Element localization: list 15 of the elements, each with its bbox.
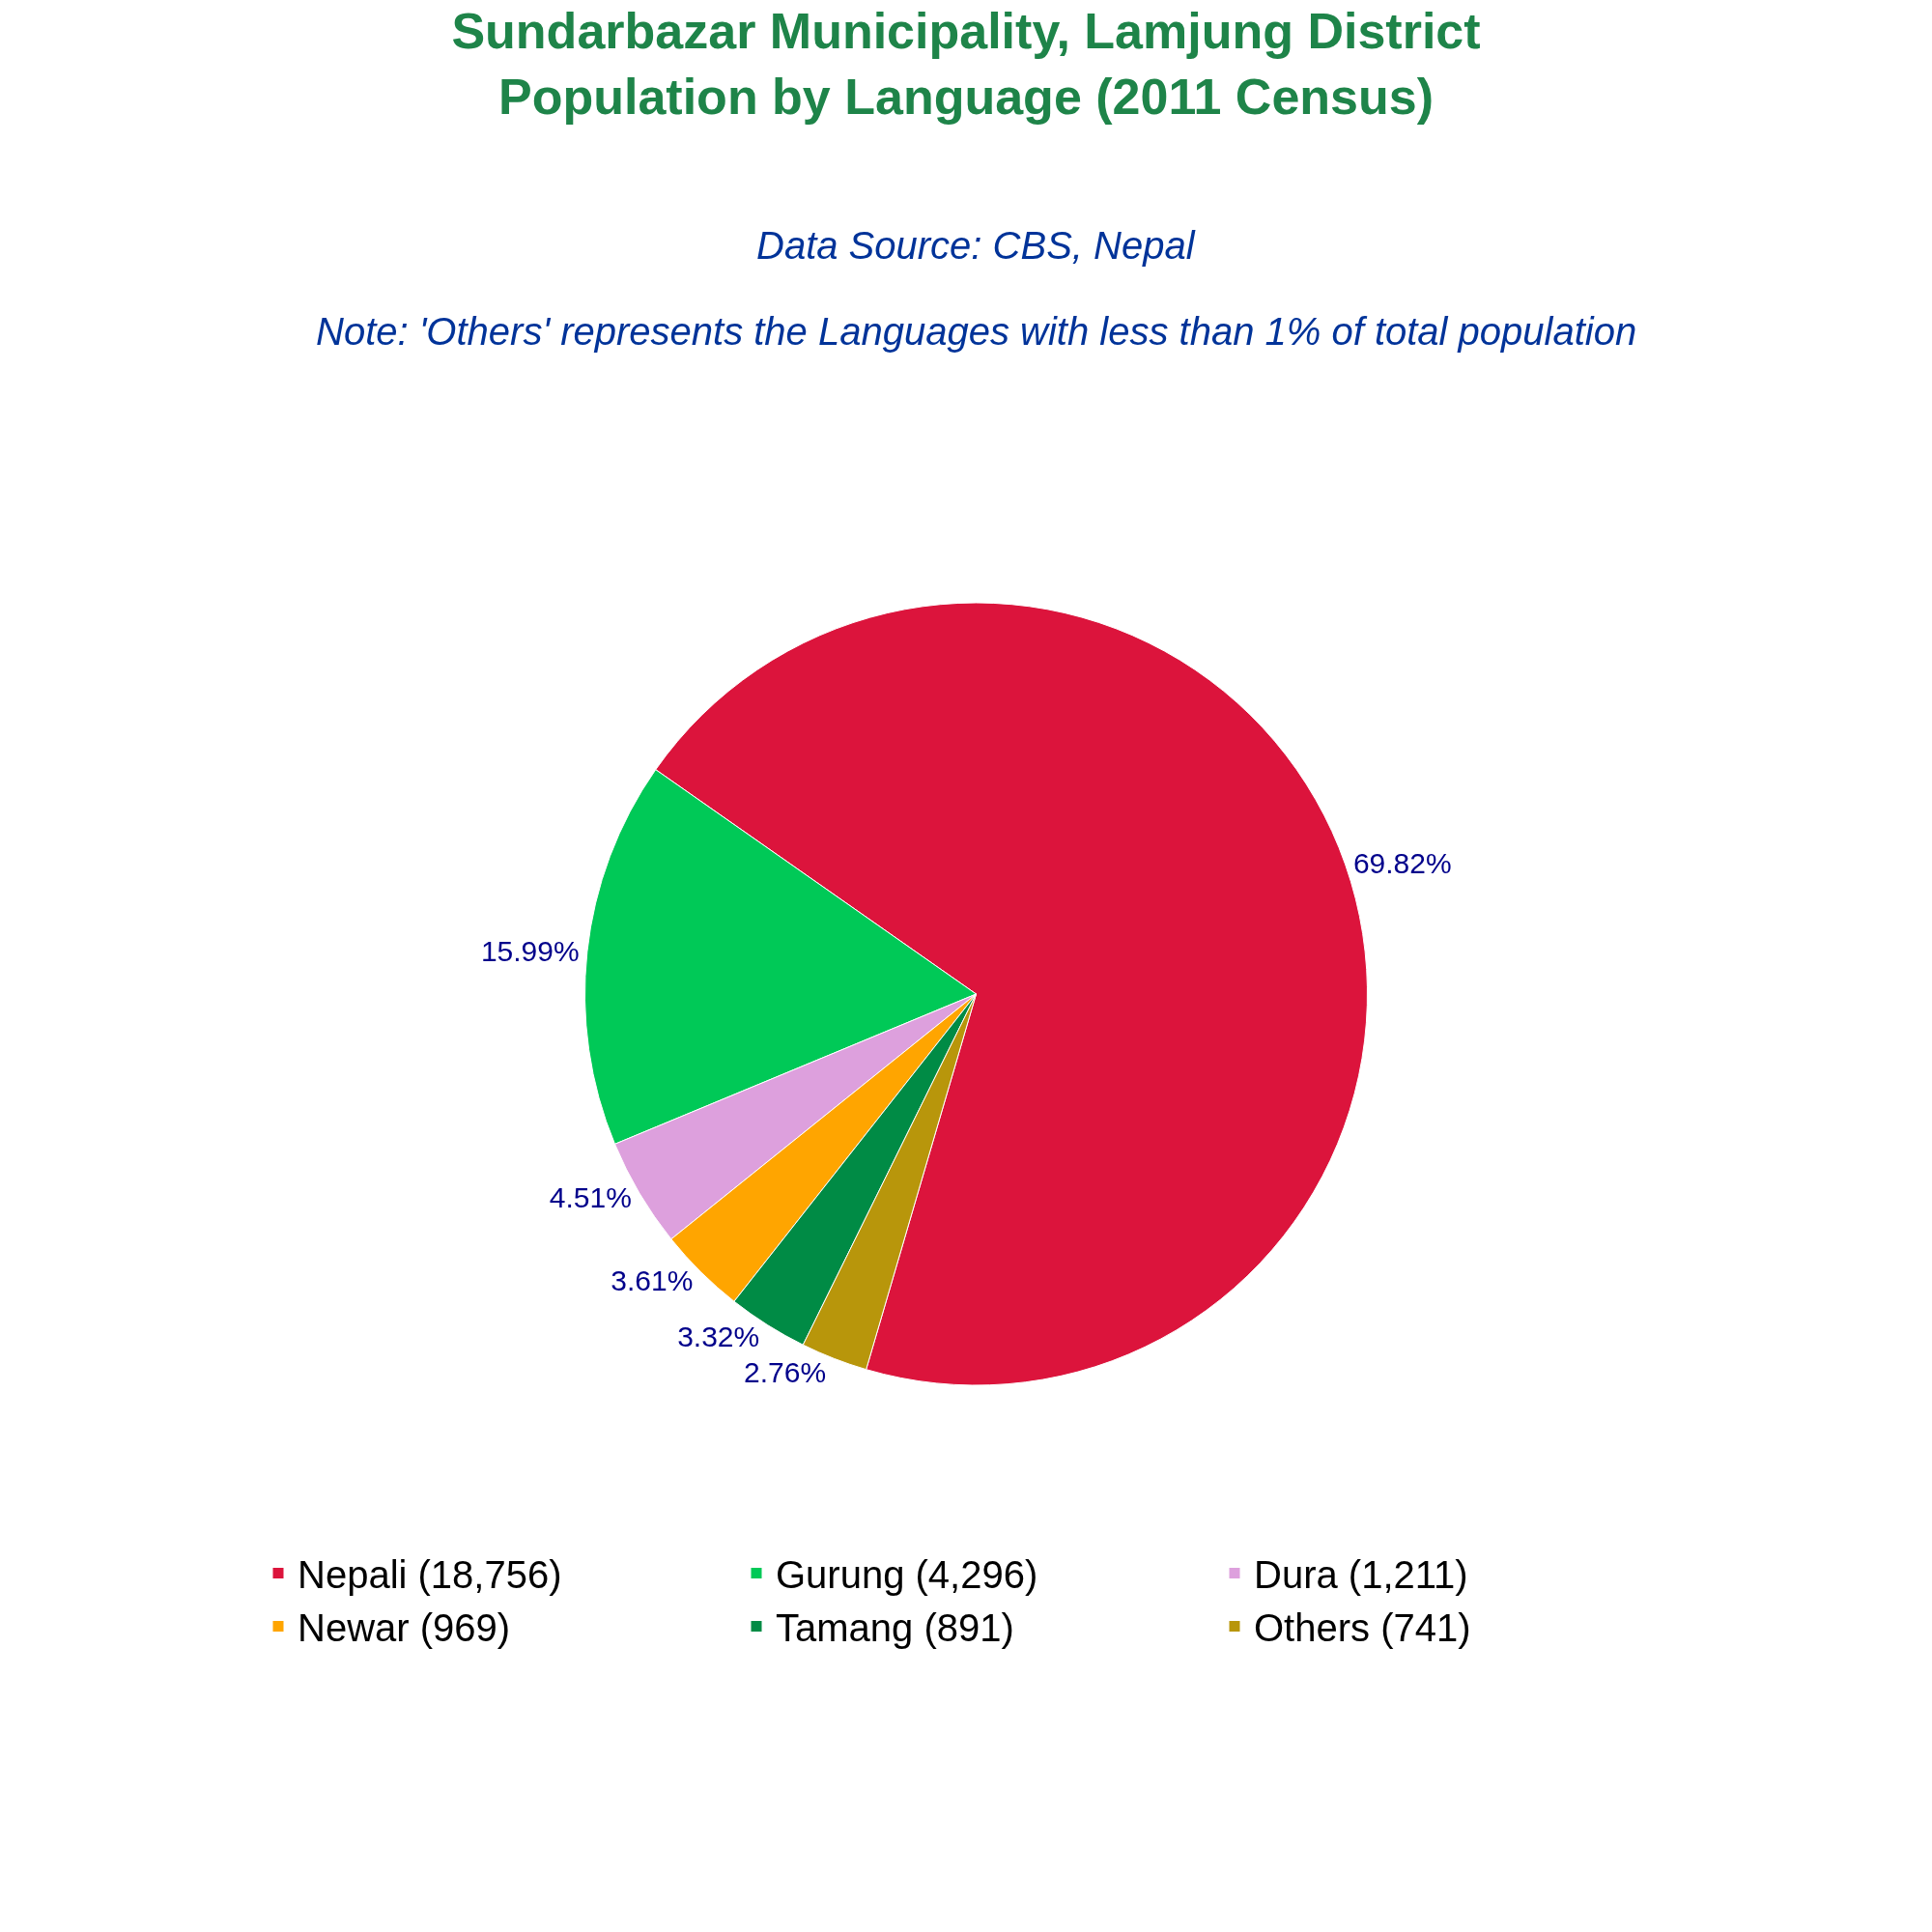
legend-label: Gurung (4,296) (776, 1553, 1038, 1597)
data-label: 15.99% (480, 935, 580, 968)
chart-subtitle: Data Source: CBS, Nepal (756, 224, 1196, 267)
chart-title: Sundarbazar Municipality, Lamjung District Population by Language (2011 Census) (451, 3, 1481, 125)
legend-label: Others (741) (1254, 1606, 1471, 1650)
text: Note: 'Others' represents the Languages with less than 1% of total population (316, 310, 1637, 353)
data-label: 4.51% (549, 1181, 632, 1214)
legend-label: Tamang (891) (776, 1606, 1014, 1650)
legend-label: Newar (969) (298, 1606, 511, 1650)
data-label: 3.32% (677, 1320, 760, 1352)
data-label: 3.61% (611, 1264, 694, 1296)
legend-label: Dura (1,211) (1254, 1553, 1468, 1597)
data-label: 2.76% (744, 1356, 827, 1389)
legend-label: Nepali (18,756) (298, 1553, 562, 1597)
data-label: 69.82% (1352, 846, 1452, 879)
